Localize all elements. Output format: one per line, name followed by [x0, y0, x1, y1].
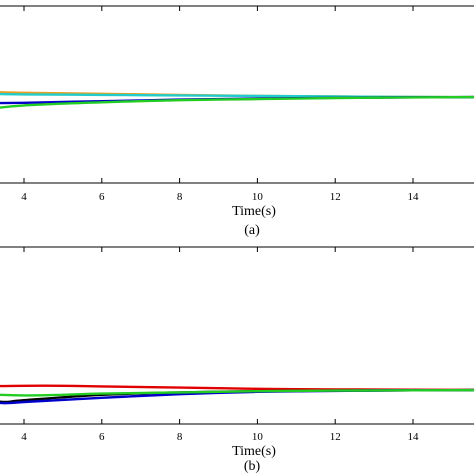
panel-b-series-lines	[0, 384, 474, 405]
x-tick-label: 14	[408, 191, 420, 203]
series-line-3	[0, 388, 474, 397]
x-tick-label: 14	[408, 431, 420, 443]
x-tick-label: 4	[21, 431, 27, 443]
x-tick-label: 6	[99, 431, 105, 443]
x-tick-label: 8	[177, 431, 183, 443]
x-tick-label: 6	[99, 191, 105, 203]
x-tick-label: 8	[177, 191, 183, 203]
panel-b: 4 6 8 10 12 14 Time(s) (b)	[0, 246, 474, 474]
x-tick-label: 12	[330, 431, 341, 443]
x-tick-label: 4	[21, 191, 27, 203]
panel-b-caption: (b)	[244, 459, 261, 474]
panel-a-series-lines	[0, 91, 474, 109]
x-tick-label: 10	[252, 431, 264, 443]
panel-a-x-axis-label: Time(s)	[232, 204, 276, 219]
panel-a: 4 6 8 10 12 14 Time(s) (a)	[0, 5, 474, 238]
panel-a-caption: (a)	[244, 223, 260, 238]
panel-b-x-axis-label: Time(s)	[232, 444, 276, 459]
panel-a-x-ticks: 4 6 8 10 12 14	[21, 6, 419, 203]
series-line-3	[0, 95, 474, 109]
x-tick-label: 12	[330, 191, 341, 203]
panel-b-x-ticks: 4 6 8 10 12 14	[21, 247, 419, 443]
x-tick-label: 10	[252, 191, 264, 203]
